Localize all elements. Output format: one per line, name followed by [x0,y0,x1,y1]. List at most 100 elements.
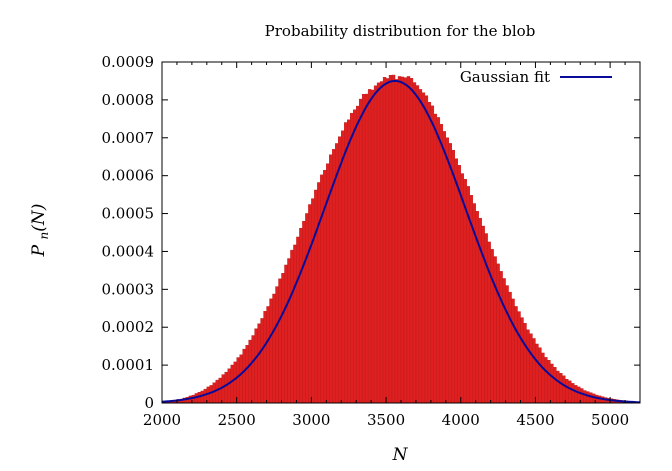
histogram-bar [541,352,545,404]
histogram-bar [505,285,509,404]
x-tick-label: 4000 [442,411,480,429]
histogram-bar [302,220,306,404]
histogram-bar [496,263,500,404]
histogram-bar [568,380,572,404]
histogram-bar [499,271,503,404]
x-tick-labels: 2000 2500 3000 3500 4000 4500 5000 [143,411,629,429]
histogram-bar [218,377,222,404]
histogram-bar [379,81,384,404]
y-axis-label: P n(N) [29,204,51,258]
histogram-bar [314,189,318,404]
histogram-bar [427,102,432,404]
histogram-bar [376,82,381,404]
histogram-bar [308,204,312,404]
histogram-bar [305,213,309,404]
histogram-bar [520,317,524,404]
histogram-bar [296,236,300,404]
histogram-bars [161,74,629,404]
histogram-bar [460,173,464,404]
histogram-bar [373,85,378,404]
histogram-bar [409,78,414,404]
histogram-bar [347,119,351,404]
histogram-bar [254,328,258,404]
histogram-bar [367,89,372,404]
histogram-bar [269,298,273,404]
histogram-bar [385,78,390,404]
histogram-bar [559,373,563,404]
histogram-bar [553,367,557,404]
histogram-bar [364,93,369,404]
histogram-bar [391,74,396,404]
histogram-bar [278,278,282,404]
histogram-bar [400,76,405,404]
histogram-bar [403,77,408,404]
histogram-bar [583,390,587,404]
histogram-bar [424,95,429,404]
histogram-bar [224,371,228,404]
histogram-bar [209,385,213,404]
histogram-bar [355,105,360,404]
histogram-bar [221,374,225,404]
histogram-bar [439,123,444,404]
histogram-bar [245,345,249,404]
histogram-bar [574,385,578,404]
axis-ticks [161,61,640,404]
y-tick-labels: 0 0.0001 0.0002 0.0003 0.0004 0.0005 0.0006 0.0… [102,53,155,412]
histogram-bar [382,77,387,404]
histogram-bar [317,182,321,404]
y-tick-label: 0.0008 [102,91,155,109]
y-tick-label: 0.0004 [102,242,155,260]
histogram-bar [275,286,279,404]
histogram-bar [215,379,219,404]
histogram-bar [511,298,515,404]
histogram-bar [487,241,491,404]
histogram-bar [448,143,452,404]
x-axis-label: N [392,445,409,465]
histogram-bar [272,293,276,404]
histogram-bar [293,244,297,404]
x-tick-label: 3500 [367,411,405,429]
histogram-bar [421,92,426,404]
histogram-bar [248,339,252,404]
histogram-bar [550,363,554,404]
histogram-bar [284,264,288,404]
histogram-bar [233,361,237,404]
histogram-bar [239,354,243,404]
x-tick-label: 4500 [516,411,554,429]
histogram-bar [230,364,234,404]
histogram-bar [260,318,264,404]
histogram-bar [358,98,363,404]
histogram-bar [394,79,399,404]
y-tick-label: 0.0006 [102,167,155,185]
histogram-bar [490,249,494,404]
histogram-bar [436,117,441,404]
gaussian-fit-line [161,79,641,404]
x-tick-label: 2000 [143,411,181,429]
y-tick-label: 0.0001 [102,356,155,374]
histogram-bar [454,158,458,404]
histogram-bar [430,105,435,404]
y-axis-label-rest: (N) [29,204,49,232]
histogram-bar [538,347,542,404]
histogram-bar [406,76,411,404]
histogram-bar [562,375,566,404]
histogram-bar [526,329,530,404]
histogram-bar [266,306,270,404]
histogram-bar [586,391,590,404]
y-tick-label: 0 [144,394,154,412]
histogram-bar [589,392,593,404]
histogram-bar [442,131,447,404]
histogram-bar [433,113,438,404]
histogram-bar [335,143,339,404]
histogram-bar [523,323,527,404]
histogram-bar [571,383,575,404]
histogram-bar [493,256,497,404]
histogram-bar [535,343,539,404]
y-axis-label-text: P [29,244,49,257]
x-tick-label: 5000 [591,411,629,429]
histogram-bar [257,323,261,404]
histogram-bar [544,357,548,404]
histogram-bar [200,390,205,404]
histogram-bar [415,85,420,404]
histogram-bar [451,149,455,404]
